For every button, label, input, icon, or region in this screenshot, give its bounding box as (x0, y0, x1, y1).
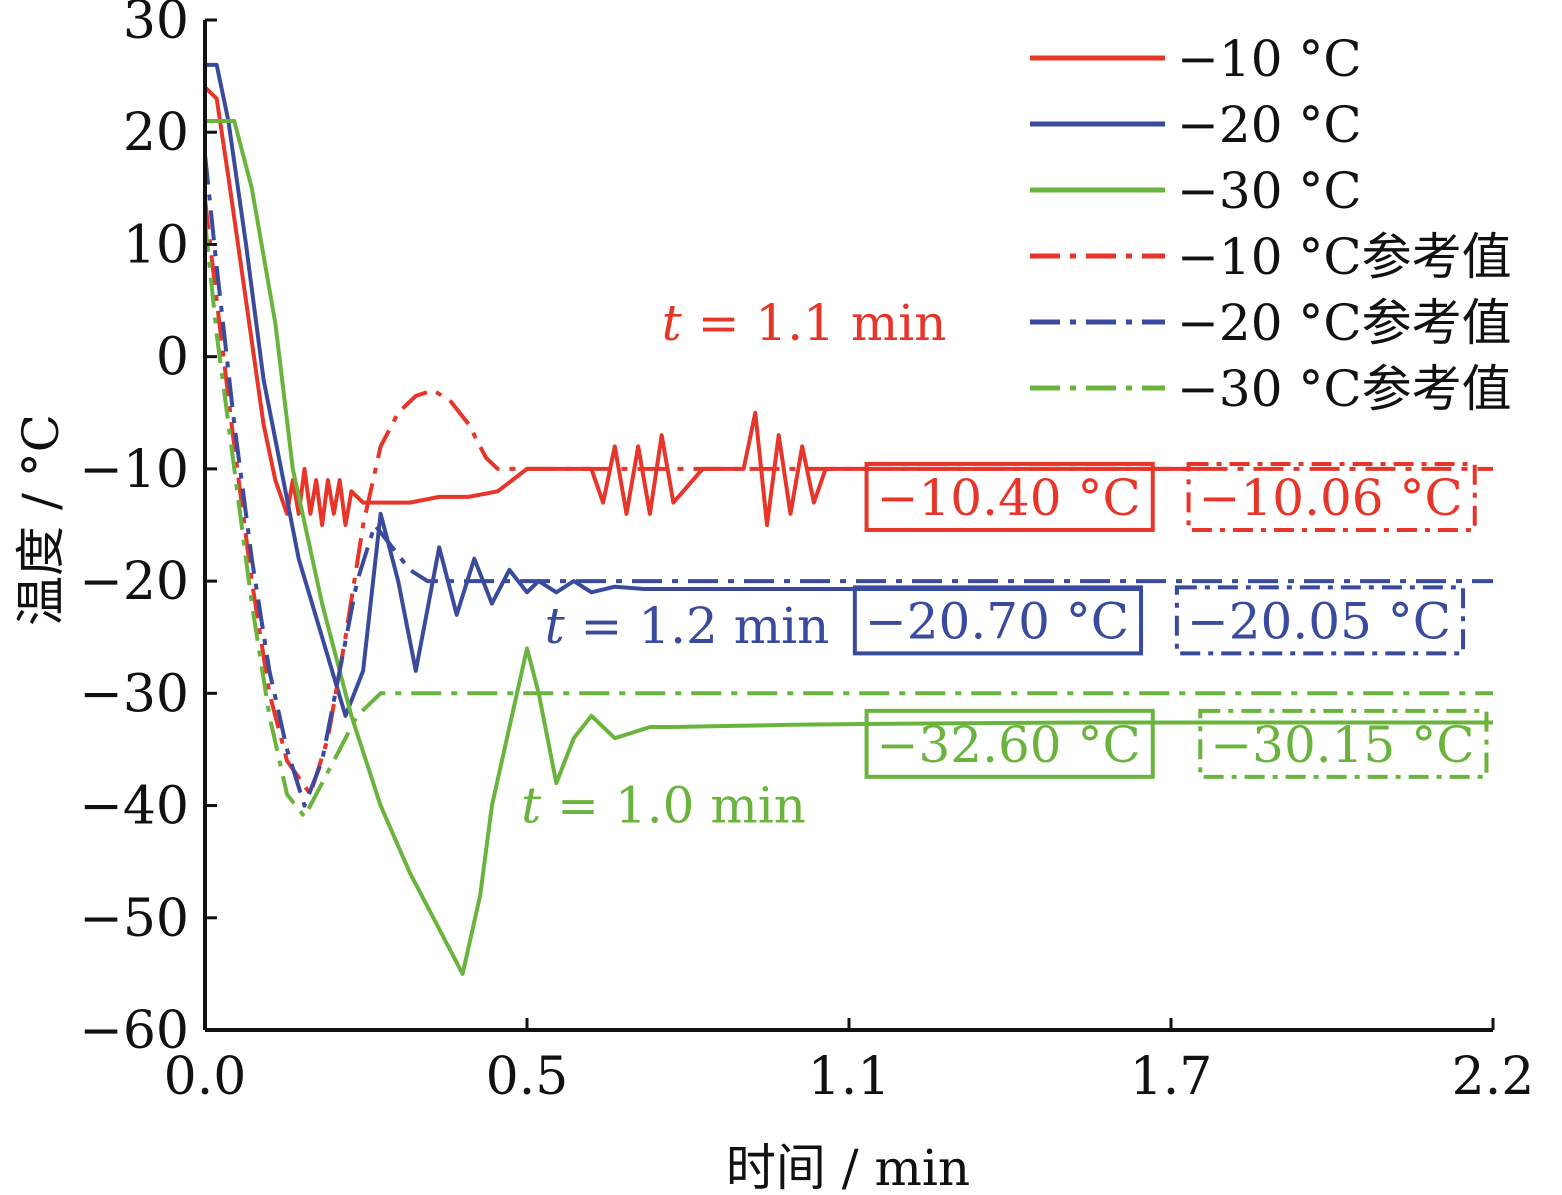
series-line-2 (205, 119, 1493, 976)
x-tick-label-0: 0.0 (164, 1047, 247, 1107)
y-tick-label-0: 30 (123, 0, 189, 51)
x-axis-label: 时间 / min (726, 1139, 970, 1195)
x-tick-label-1: 0.5 (486, 1047, 569, 1107)
value-box-1: −10.06 °C (1186, 461, 1477, 532)
y-axis-label: 温度 / °C (12, 414, 70, 626)
annotation-0: t = 1.1 min (662, 294, 947, 352)
annotation-2: t = 1.0 min (521, 776, 806, 834)
y-tick-label-7: −40 (79, 777, 189, 837)
legend-label-4: −20 °C参考值 (1177, 294, 1512, 352)
annotation-1: t = 1.2 min (545, 597, 830, 655)
value-box-label-2: −20.70 °C (865, 592, 1129, 650)
value-box-2: −20.70 °C (852, 585, 1144, 656)
value-box-4: −32.60 °C (864, 708, 1155, 779)
series-line-3 (203, 199, 1493, 797)
y-tick-label-1: 20 (123, 103, 189, 163)
value-box-5: −30.15 °C (1198, 708, 1489, 779)
y-tick-label-4: −10 (79, 440, 189, 500)
legend-label-3: −10 °C参考值 (1177, 228, 1512, 286)
value-box-3: −20.05 °C (1174, 585, 1466, 656)
annotation-layer: t = 1.1 min t = 1.2 min t = 1.0 min −10.40 … (521, 294, 1489, 834)
y-tick-label-9: −60 (79, 1001, 189, 1061)
series-line-1 (205, 62, 1142, 718)
value-box-label-4: −32.60 °C (877, 716, 1141, 774)
legend-label-0: −10 °C (1177, 30, 1362, 88)
series-line-5 (203, 221, 1493, 819)
series-line-4 (203, 154, 1493, 808)
y-tick-label-5: −20 (79, 552, 189, 612)
legend-label-2: −30 °C (1177, 162, 1362, 220)
legend-label-1: −20 °C (1177, 96, 1362, 154)
series-line-0 (203, 85, 1201, 527)
series-layer (203, 62, 1493, 976)
axes-layer: 30 20 10 0 −10 −20 −30 −40 −50 −600.0 0.5 1.1 1.7 2.2 (79, 0, 1534, 1107)
x-tick-label-3: 1.7 (1130, 1047, 1213, 1107)
value-box-label-1: −10.06 °C (1199, 469, 1463, 527)
y-tick-label-6: −30 (79, 664, 189, 724)
y-tick-label-3: 0 (156, 328, 189, 388)
y-tick-label-8: −50 (79, 889, 189, 949)
y-tick-label-2: 10 (123, 215, 189, 275)
x-tick-label-2: 1.1 (808, 1047, 891, 1107)
x-tick-label-4: 2.2 (1452, 1047, 1535, 1107)
value-box-label-0: −10.40 °C (877, 469, 1141, 527)
value-box-label-3: −20.05 °C (1187, 592, 1451, 650)
value-box-0: −10.40 °C (864, 461, 1155, 532)
legend: −10 °C −20 °C −30 °C −10 °C参考值 −20 °C参考值 −30 … (1030, 30, 1512, 418)
legend-label-5: −30 °C参考值 (1177, 360, 1512, 418)
value-box-label-5: −30.15 °C (1210, 716, 1474, 774)
